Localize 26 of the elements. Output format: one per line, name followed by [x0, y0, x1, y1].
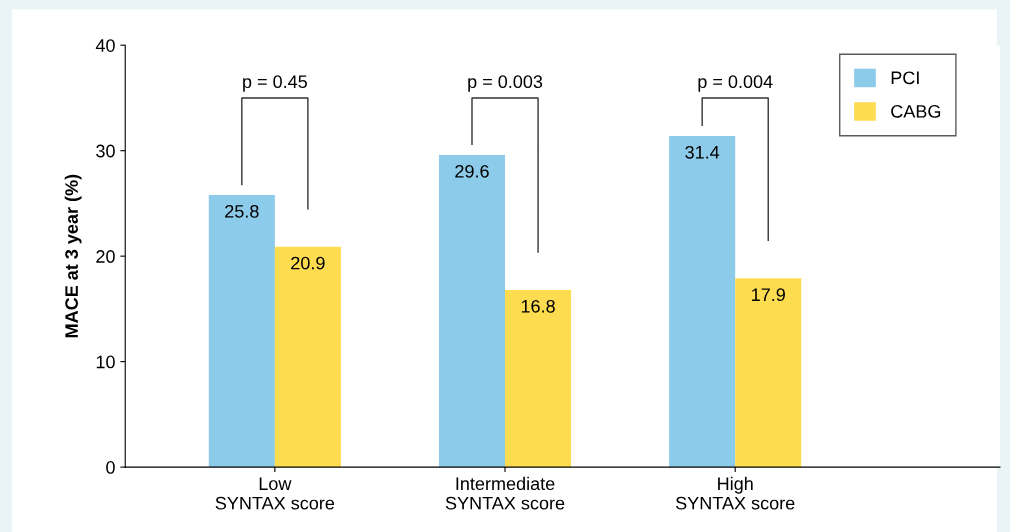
bar — [438, 154, 506, 468]
data-label: 20.9 — [291, 256, 325, 270]
bar — [735, 278, 802, 468]
annotation: p = 0.004 — [698, 75, 773, 92]
x-tick-label: Low SYNTAX score — [215, 477, 335, 510]
data-label: 25.8 — [225, 204, 259, 218]
y-tick-label: 20 — [96, 250, 115, 263]
bar — [274, 246, 341, 468]
legend-label: CABG — [891, 104, 941, 118]
annotation: p = 0.45 — [243, 75, 307, 92]
y-axis-title: MACE at 3 year (%) — [64, 174, 82, 338]
x-tick-label: High SYNTAX score — [675, 476, 795, 510]
y-tick-label: 30 — [96, 144, 115, 158]
y-tick-label: 40 — [95, 39, 115, 52]
bar — [208, 194, 275, 468]
data-label: 17.9 — [752, 288, 785, 302]
y-tick-label: 10 — [96, 355, 115, 369]
data-label: 31.4 — [685, 145, 720, 159]
bar — [669, 135, 736, 468]
bar — [505, 289, 572, 468]
x-tick-label: Intermediate SYNTAX score — [445, 476, 565, 510]
legend-label: PCI — [891, 71, 919, 85]
y-tick-label: 0 — [106, 461, 115, 474]
annotation: p = 0.003 — [468, 75, 543, 92]
data-label: 16.8 — [521, 299, 555, 313]
data-label: 29.6 — [455, 164, 489, 178]
